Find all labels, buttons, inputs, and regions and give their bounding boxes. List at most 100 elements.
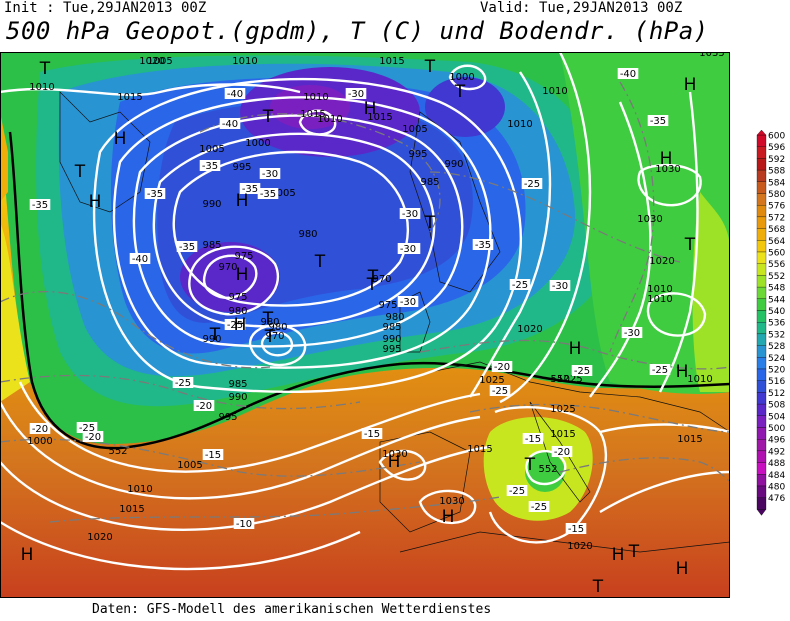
svg-text:H: H [660, 149, 673, 169]
isotherm-label: -20 [29, 423, 51, 435]
svg-text:980: 980 [385, 312, 404, 323]
isobar-label: 985 [420, 177, 439, 188]
svg-text:-25: -25 [531, 502, 547, 513]
coast-scandinavia [409, 111, 501, 293]
svg-text:1010: 1010 [687, 374, 712, 385]
west-edge [0, 112, 8, 202]
svg-text:995: 995 [382, 344, 401, 355]
legend-level-label: 512 [768, 389, 785, 399]
svg-text:-40: -40 [227, 89, 243, 100]
high-pressure-marker: H [569, 339, 582, 359]
isotherm-label: -40 [224, 88, 246, 100]
svg-text:1015: 1015 [677, 434, 702, 445]
svg-text:H: H [236, 265, 249, 285]
isobar-label: 1015 [677, 434, 702, 445]
svg-text:T: T [424, 213, 436, 233]
high-pressure-marker: H [236, 191, 249, 211]
svg-text:-30: -30 [624, 328, 640, 339]
legend-level-label: 520 [768, 366, 785, 376]
isobar-label: 980 [385, 312, 404, 323]
isobar-label: 1010 [687, 374, 712, 385]
isotherm-label: -40 [617, 68, 639, 80]
isotherm-label: -30 [397, 243, 419, 255]
high-pressure-marker: H [234, 315, 247, 335]
legend-swatch [756, 181, 767, 194]
isotherm-label: -25 [528, 501, 550, 513]
isotherm-label: -35 [29, 199, 51, 211]
svg-text:-30: -30 [400, 297, 416, 308]
legend-level-label: 568 [768, 225, 785, 235]
svg-text:1020: 1020 [517, 324, 542, 335]
isobar-label: 1010 [647, 294, 672, 305]
coast-europe [429, 361, 730, 433]
isotherm-label: -30 [399, 208, 421, 220]
isotherm-label: -25 [571, 365, 593, 377]
isobar-label: 995 [382, 344, 401, 355]
high-pressure-marker: H [236, 265, 249, 285]
isobar-label: 970 [265, 331, 284, 342]
legend-level-label: 496 [768, 436, 785, 446]
svg-text:-15: -15 [568, 524, 584, 535]
isobar-label: 1030 [655, 164, 680, 175]
isobar-label: 1020 [649, 256, 674, 267]
low-pressure-marker: T [366, 275, 378, 295]
isotherm-label: -25 [521, 178, 543, 190]
isotherm-label: -15 [202, 449, 224, 461]
svg-text:-25: -25 [524, 179, 540, 190]
high-pressure-marker: H [442, 507, 455, 527]
legend-level-label: 524 [768, 354, 785, 364]
isotherm-label: -20 [551, 446, 573, 458]
contour-552 [8, 131, 730, 450]
svg-text:H: H [676, 362, 689, 382]
isobar-label: 975 [234, 251, 253, 262]
svg-text:-30: -30 [348, 89, 364, 100]
svg-text:H: H [234, 315, 247, 335]
legend-swatch [756, 333, 767, 346]
isobar-label: 995 [218, 412, 237, 423]
svg-text:-40: -40 [620, 69, 636, 80]
svg-text:-25: -25 [175, 378, 191, 389]
east-green [560, 52, 730, 394]
map-title: 500 hPa Geopot.(gpdm), T (C) und Bodendr… [6, 17, 709, 45]
isobar-label: 1010 [232, 56, 257, 67]
svg-text:985: 985 [202, 240, 221, 251]
svg-text:990: 990 [202, 334, 221, 345]
svg-text:990: 990 [444, 159, 463, 170]
legend-swatch [756, 415, 767, 428]
svg-text:-25: -25 [652, 365, 668, 376]
colorbar-legend: 6005965925885845805765725685645605565525… [756, 130, 785, 516]
isotherm-label: -35 [257, 188, 279, 200]
svg-text:T: T [209, 325, 221, 345]
isobar-label: 995 [408, 149, 427, 160]
far-east [692, 192, 730, 392]
legend-swatch [756, 497, 767, 510]
isobar-label: 1030 [637, 214, 662, 225]
isobar-label: 1030 [382, 449, 407, 460]
isobar-label: 1000 [245, 138, 270, 149]
svg-text:H: H [676, 559, 689, 579]
temperature-labels: -40-40-35-35-30-30-35 -35-35-40-35-30-25-… [29, 68, 671, 535]
legend-arrow-bottom [756, 509, 767, 516]
svg-text:T: T [74, 162, 86, 182]
low-core-3 [425, 77, 505, 137]
legend-level-label: 552 [768, 272, 785, 282]
isotherm-label: -40 [219, 118, 241, 130]
isobar-label: 1010 [647, 284, 672, 295]
svg-text:1010: 1010 [303, 92, 328, 103]
low-pressure-marker: T [454, 82, 466, 102]
svg-text:T: T [628, 542, 640, 562]
svg-text:1000: 1000 [27, 436, 52, 447]
isotherm-label: -30 [549, 280, 571, 292]
isobar-label: 1025 [479, 375, 504, 386]
svg-text:-35: -35 [650, 116, 666, 127]
isobar-label: 1030 [439, 496, 464, 507]
svg-text:980: 980 [268, 322, 287, 333]
isobar-label: 1010 [127, 484, 152, 495]
svg-text:-35: -35 [32, 200, 48, 211]
legend-swatch [756, 275, 767, 288]
isobar-label: 985 [202, 240, 221, 251]
isobar-label: 1010 [303, 92, 328, 103]
legend-swatch [756, 368, 767, 381]
legend-swatch [756, 240, 767, 253]
isobar-label: 1010 [507, 119, 532, 130]
